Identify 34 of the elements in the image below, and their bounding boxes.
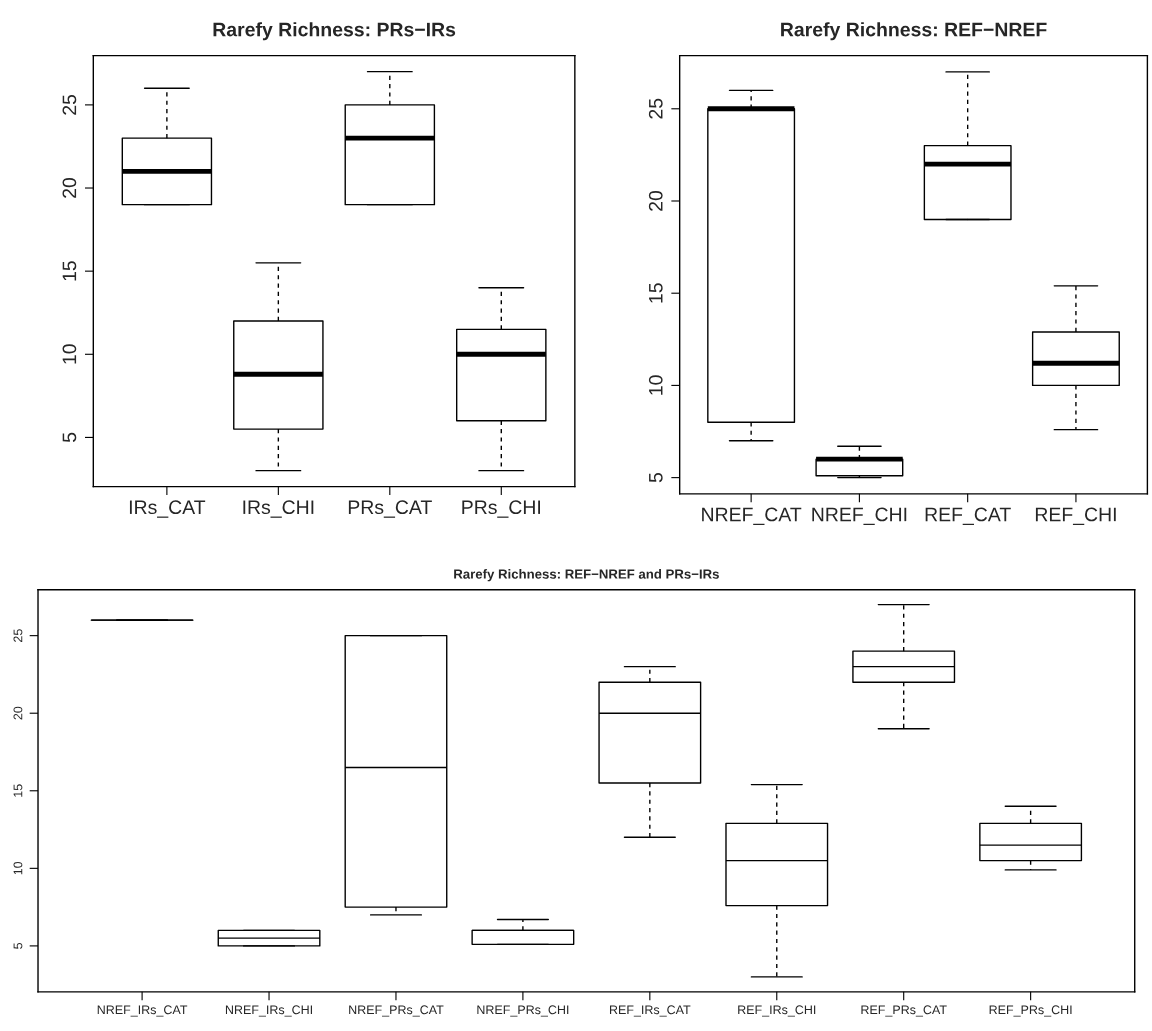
chart-title: Rarefy Richness: PRs−IRs xyxy=(213,22,456,41)
x-tick-label: NREF_PRs_CAT xyxy=(349,1005,444,1017)
x-tick-label: IRs_CHI xyxy=(243,500,314,518)
x-tick-label: PRs_CAT xyxy=(348,500,432,518)
y-tick-label: 20 xyxy=(13,706,23,720)
x-tick-label: IRs_CAT xyxy=(129,500,206,518)
y-tick-label: 10 xyxy=(13,861,23,875)
x-tick-label: REF_IRs_CHI xyxy=(738,1005,816,1017)
y-tick-label: 20 xyxy=(62,177,77,198)
x-tick-label: NREF_CAT xyxy=(702,507,802,525)
y-tick-label: 5 xyxy=(62,432,77,443)
x-tick-label: NREF_CHI xyxy=(812,507,907,525)
x-tick-label: REF_PRs_CAT xyxy=(861,1005,947,1017)
x-tick-label: NREF_IRs_CAT xyxy=(97,1005,188,1017)
y-tick-label: 15 xyxy=(13,784,23,797)
x-tick-label: REF_CHI xyxy=(1035,507,1116,525)
chart-title: Rarefy Richness: REF−NREF xyxy=(781,22,1047,41)
y-tick-label: 25 xyxy=(648,98,663,119)
y-tick-label: 15 xyxy=(649,283,663,303)
x-tick-label: REF_IRs_CAT xyxy=(609,1005,691,1017)
y-tick-label: 25 xyxy=(62,94,77,115)
x-tick-label: REF_CAT xyxy=(925,507,1011,525)
y-tick-label: 5 xyxy=(13,942,23,949)
y-tick-label: 20 xyxy=(648,190,663,211)
y-tick-label: 5 xyxy=(649,473,663,483)
x-tick-label: NREF_PRs_CHI xyxy=(477,1005,569,1017)
y-tick-label: 25 xyxy=(13,629,23,642)
y-tick-label: 15 xyxy=(62,261,77,281)
x-tick-label: PRs_CHI xyxy=(462,500,540,518)
chart-title: Rarefy Richness: REF−NREF and PRs−IRs xyxy=(454,569,719,582)
x-tick-label: NREF_IRs_CHI xyxy=(225,1005,312,1017)
y-tick-label: 10 xyxy=(648,375,663,395)
y-tick-label: 10 xyxy=(62,344,77,364)
x-tick-label: REF_PRs_CHI xyxy=(989,1005,1072,1017)
